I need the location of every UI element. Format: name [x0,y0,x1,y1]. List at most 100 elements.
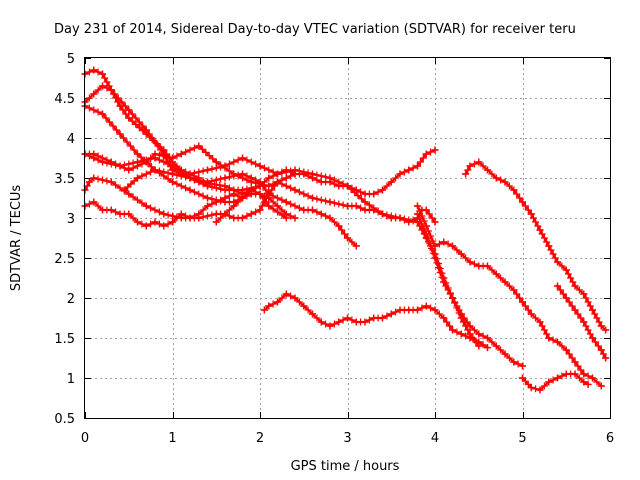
data-point [212,198,220,206]
data-point [519,374,526,382]
data-point [422,302,430,310]
data-point [221,194,229,202]
data-point [527,310,535,318]
data-point [422,230,430,238]
data-point [361,206,369,214]
y-tick-label: 0.5 [54,412,75,427]
data-point [536,226,544,234]
series-track-l [414,210,483,350]
data-point [475,262,483,270]
data-point [536,386,544,394]
data-point [597,322,605,330]
data-point [282,198,290,206]
data-point [107,86,115,94]
data-point [212,210,220,218]
series-track-g [120,166,360,250]
data-point [379,210,386,218]
data-point [431,218,439,226]
data-point [519,198,526,206]
data-point [501,278,509,286]
data-point [212,158,220,166]
series-track-k [414,202,605,390]
data-point [291,186,299,194]
data-point [142,130,150,138]
data-point [116,210,124,218]
data-point [501,178,509,186]
data-point [125,166,133,174]
data-point [265,202,273,210]
data-point [449,294,456,302]
y-tick-label: 4 [67,132,75,147]
data-point [466,258,474,266]
data-point [160,210,168,218]
data-point [580,318,588,326]
data-point [85,178,93,186]
data-point [274,178,281,186]
data-point [580,378,588,386]
data-point [151,218,159,226]
data-point [449,326,456,334]
data-point [545,334,553,342]
data-point [589,374,596,382]
data-point [204,194,211,202]
data-point [107,206,115,214]
data-point [484,334,491,342]
data-point [326,322,334,330]
data-point [492,174,500,182]
series-markers [462,158,610,334]
data-point [169,218,176,226]
data-point [282,174,290,182]
data-point [571,358,579,366]
data-point [344,234,351,242]
y-tick-label: 3 [67,212,75,227]
data-point [396,170,404,178]
data-point [554,338,561,346]
data-point [562,370,570,378]
data-point [309,194,316,202]
data-point [99,70,106,78]
data-point [431,146,439,154]
data-point [169,162,176,170]
x-tick-label: 4 [431,431,439,446]
data-point [527,384,535,392]
data-point [510,286,518,294]
data-point [344,314,351,322]
data-point [265,174,273,182]
data-point [431,306,439,314]
data-point [204,166,211,174]
data-point [492,270,500,278]
data-point [501,350,509,358]
data-point [116,102,124,110]
data-point [169,154,176,162]
series-track-h [81,170,299,222]
data-point [571,282,579,290]
data-point [169,178,176,186]
data-point [274,170,281,178]
data-point [195,142,203,150]
data-point [361,318,369,326]
data-point [466,334,474,342]
data-point [160,222,168,230]
data-point [457,314,465,322]
data-point [484,166,491,174]
data-point [256,162,264,170]
series-track-d [81,190,246,230]
axis-ticks [85,58,611,419]
data-point [379,186,386,194]
data-point [475,330,483,338]
data-point [457,250,465,258]
data-point [475,158,483,166]
data-point [90,66,98,74]
data-point [186,170,194,178]
data-point [571,306,579,314]
data-point [484,344,491,352]
data-point [440,238,448,246]
data-point [291,166,299,174]
data-point [265,302,273,310]
series-layer [81,66,610,394]
data-point [449,242,456,250]
data-point [344,202,351,210]
data-point [554,282,561,290]
data-point [134,150,141,158]
data-point [177,150,185,158]
